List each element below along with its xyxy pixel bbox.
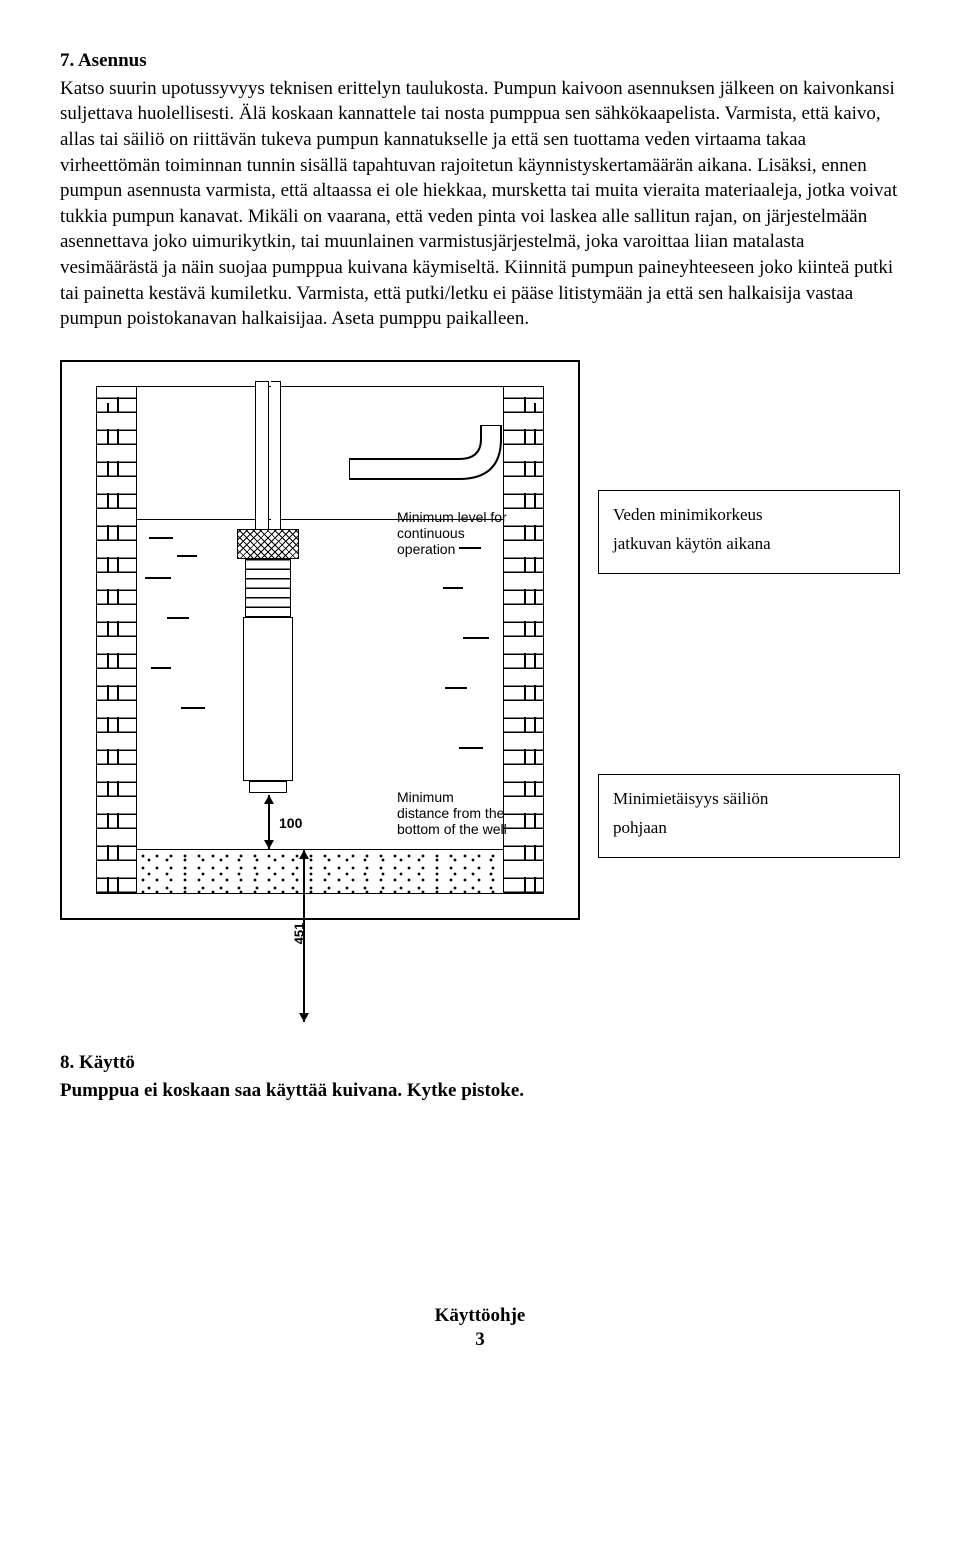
outlet-pipe	[349, 425, 509, 459]
figure-row: 451 100 Minimum level for continuous ope…	[60, 360, 900, 920]
water-ripple	[463, 637, 489, 639]
dimension-451-value: 451	[291, 923, 306, 945]
well-wall-left	[97, 387, 137, 893]
label-box-line: jatkuvan käytön aikana	[613, 530, 885, 559]
label-box-line: Minimietäisyys säiliön	[613, 785, 885, 814]
pump-assembly: 451	[225, 381, 311, 801]
section-7-heading: 7. Asennus	[60, 48, 900, 74]
section-7-body: Katso suurin upotussyvyys teknisen eritt…	[60, 76, 900, 332]
label-box-line: pohjaan	[613, 814, 885, 843]
diagram-label-min-level: Minimum level for continuous operation	[397, 509, 507, 557]
installation-diagram: 451 100 Minimum level for continuous ope…	[60, 360, 580, 920]
side-label-column: Veden minimikorkeus jatkuvan käytön aika…	[598, 490, 900, 858]
section-8-body: Pumppua ei koskaan saa käyttää kuivana. …	[60, 1078, 900, 1104]
pump-riser-pipe	[271, 381, 281, 531]
footer-title: Käyttöohje	[60, 1303, 900, 1329]
diagram-label-min-distance: Minimum distance from the bottom of the …	[397, 789, 507, 837]
water-ripple	[445, 687, 467, 689]
well-wall-right	[503, 387, 543, 893]
dimension-451: 451	[292, 850, 316, 1022]
dimension-100: 100	[257, 795, 317, 849]
label-box-line: Veden minimikorkeus	[613, 501, 885, 530]
water-ripple	[151, 667, 171, 669]
label-box-min-distance: Minimietäisyys säiliön pohjaan	[598, 774, 900, 858]
water-ripple	[181, 707, 205, 709]
water-ripple	[167, 617, 189, 619]
pump-riser-pipe	[255, 381, 269, 535]
water-ripple	[443, 587, 463, 589]
well-sediment	[137, 849, 503, 893]
water-ripple	[149, 537, 173, 539]
section-8: 8. Käyttö Pumppua ei koskaan saa käyttää…	[60, 1050, 900, 1103]
section-8-heading: 8. Käyttö	[60, 1050, 900, 1076]
pump-neck-ribbed	[245, 559, 291, 617]
dimension-100-value: 100	[279, 815, 302, 831]
water-ripple	[145, 577, 171, 579]
label-box-min-height: Veden minimikorkeus jatkuvan käytön aika…	[598, 490, 900, 574]
pump-body: 451	[243, 617, 293, 781]
pump-foot	[249, 781, 287, 793]
pump-head	[237, 529, 299, 559]
diagram-frame: 451 100 Minimum level for continuous ope…	[96, 386, 544, 894]
page-number: 3	[60, 1327, 900, 1353]
water-ripple	[177, 555, 197, 557]
well-interior: 451 100 Minimum level for continuous ope…	[137, 387, 503, 893]
water-ripple	[459, 747, 483, 749]
